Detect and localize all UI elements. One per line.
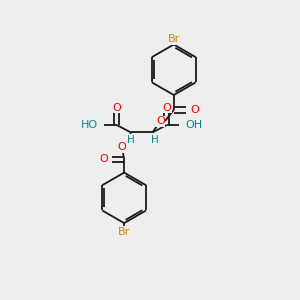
Text: Br: Br <box>168 34 180 44</box>
Text: OH: OH <box>185 120 202 130</box>
Text: O: O <box>118 142 126 152</box>
Text: HO: HO <box>81 120 98 130</box>
Text: O: O <box>112 103 121 113</box>
Text: O: O <box>190 105 199 115</box>
Text: O: O <box>162 103 171 113</box>
Text: H: H <box>152 135 159 145</box>
Text: Br: Br <box>168 34 180 44</box>
Text: Br: Br <box>118 227 130 237</box>
Text: H: H <box>127 135 135 145</box>
Text: O: O <box>156 116 165 126</box>
Text: O: O <box>99 154 108 164</box>
